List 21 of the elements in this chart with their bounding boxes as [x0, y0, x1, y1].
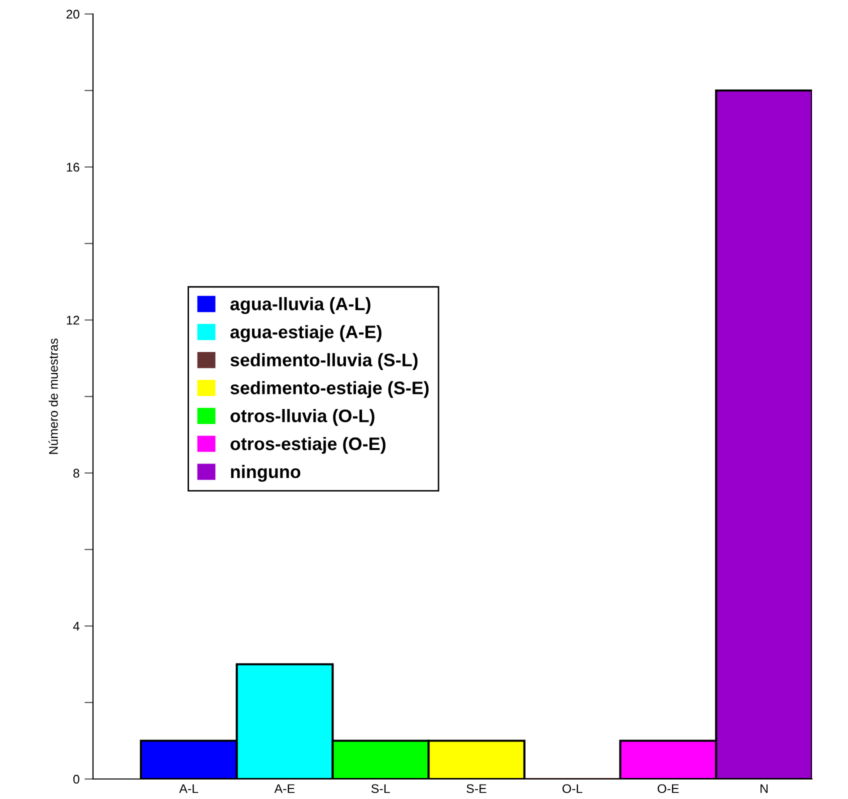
legend-label: agua-lluvia (A-L): [230, 297, 370, 314]
x-tick-label: A-E: [274, 784, 295, 793]
y-tick-label: 12: [66, 316, 80, 325]
y-tick-label: 4: [73, 622, 80, 631]
legend-label: agua-estiaje (A-E): [230, 325, 382, 342]
legend-label: otros-lluvia (O-L): [230, 409, 374, 426]
legend-label: ninguno: [231, 464, 300, 482]
x-tick-label: A-L: [179, 784, 198, 793]
x-tick-label: O-L: [562, 784, 582, 794]
legend-label: otros-estiaje (O-E): [230, 436, 386, 454]
legend-label: sedimento-lluvia (S-L): [230, 353, 418, 370]
legend-label: sedimento-estiaje (S-E): [230, 381, 429, 398]
x-tick-label: S-L: [371, 784, 390, 794]
x-tick-label: S-E: [466, 784, 486, 794]
y-axis-title: Número de muestras: [48, 338, 58, 454]
x-tick-label: O-E: [658, 784, 679, 794]
y-tick-label: 16: [66, 162, 80, 172]
x-tick-label: N: [760, 784, 768, 793]
y-tick-label: 8: [73, 468, 80, 478]
y-tick-label: 0: [73, 774, 80, 784]
y-tick-label: 20: [66, 10, 80, 19]
